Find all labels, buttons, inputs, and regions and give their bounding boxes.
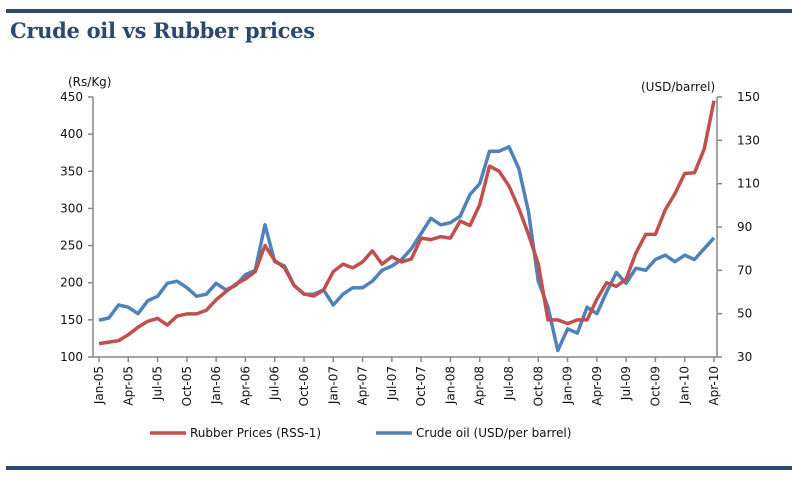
x-tick-label: Jan-09 [561, 366, 575, 405]
x-tick-label: Jan-10 [678, 366, 692, 405]
x-tick-label: Jan-07 [326, 366, 340, 405]
x-tick-label: Jan-05 [92, 366, 106, 405]
chart-title: Crude oil vs Rubber prices [10, 18, 315, 43]
x-tick-label: Oct-07 [414, 366, 428, 406]
x-tick-label: Jan-06 [209, 366, 223, 405]
right-tick-label: 50 [737, 307, 752, 321]
left-tick-label: 400 [60, 127, 83, 141]
right-tick-label: 70 [737, 263, 752, 277]
x-tick-label: Apr-08 [473, 366, 487, 406]
x-tick-label: Jan-08 [443, 366, 457, 405]
crude-oil-line [98, 145, 716, 353]
x-tick-label: Jul-05 [151, 366, 165, 401]
right-axis-label: (USD/barrel) [641, 80, 715, 94]
legend-label: Crude oil (USD/per barrel) [416, 426, 571, 440]
left-axis-label: (Rs/Kg) [68, 75, 111, 89]
left-tick-label: 100 [60, 350, 83, 364]
x-tick-label: Jul-08 [502, 366, 516, 401]
right-tick-label: 150 [737, 90, 760, 104]
bottom-rule [6, 466, 792, 470]
top-rule [6, 9, 792, 13]
x-tick-label: Oct-09 [648, 366, 662, 406]
left-tick-label: 450 [60, 90, 83, 104]
rubber-price-line [98, 100, 716, 346]
x-tick-label: Apr-10 [707, 366, 721, 406]
left-tick-label: 350 [60, 164, 83, 178]
left-tick-label: 300 [60, 201, 83, 215]
left-tick-label: 250 [60, 239, 83, 253]
x-tick-label: Oct-06 [297, 366, 311, 406]
x-tick-label: Apr-06 [238, 366, 252, 406]
right-tick-label: 30 [737, 350, 752, 364]
right-tick-label: 130 [737, 133, 760, 147]
x-tick-label: Jul-06 [268, 366, 282, 401]
x-tick-label: Oct-05 [180, 366, 194, 406]
x-tick-label: Jul-09 [619, 366, 633, 401]
right-tick-label: 110 [737, 177, 760, 191]
x-tick-label: Apr-07 [356, 366, 370, 406]
x-tick-label: Oct-08 [531, 366, 545, 406]
legend-label: Rubber Prices (RSS-1) [190, 426, 321, 440]
right-tick-label: 90 [737, 220, 752, 234]
x-tick-label: Jul-07 [385, 366, 399, 401]
left-tick-label: 200 [60, 276, 83, 290]
x-tick-label: Apr-05 [121, 366, 135, 406]
left-tick-label: 150 [60, 313, 83, 327]
x-tick-label: Apr-09 [590, 366, 604, 406]
